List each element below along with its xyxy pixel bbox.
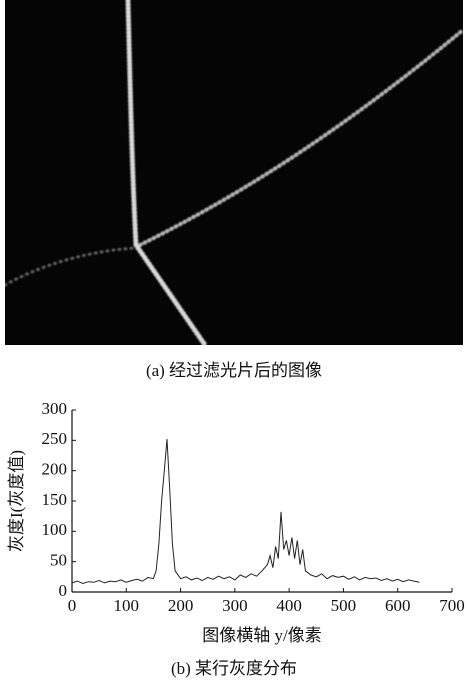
y-tick-label: 300 bbox=[42, 399, 68, 418]
data-line bbox=[71, 439, 420, 585]
x-tick-label: 0 bbox=[68, 596, 77, 615]
y-tick-label: 150 bbox=[42, 490, 68, 509]
y-axis-label: 灰度I(灰度值) bbox=[7, 450, 26, 552]
caption-a: (a) 经过滤光片后的图像 bbox=[146, 361, 322, 380]
y-tick-label: 50 bbox=[50, 551, 67, 570]
x-tick-label: 600 bbox=[385, 596, 411, 615]
x-axis-label: 图像横轴 y/像素 bbox=[202, 626, 321, 645]
x-tick-label: 100 bbox=[114, 596, 140, 615]
speckle-image bbox=[3, 0, 465, 348]
y-tick-label: 250 bbox=[42, 429, 68, 448]
caption-b: (b) 某行灰度分布 bbox=[171, 659, 297, 678]
y-tick-label: 0 bbox=[59, 581, 68, 600]
x-tick-label: 200 bbox=[168, 596, 194, 615]
y-tick-label: 100 bbox=[42, 520, 68, 539]
x-tick-label: 300 bbox=[222, 596, 248, 615]
x-tick-label: 500 bbox=[331, 596, 357, 615]
line-chart: 0 50 100 150 200 250 300 0 100 200 300 400 500 600 700… bbox=[7, 399, 465, 678]
y-tick-label: 200 bbox=[42, 460, 68, 479]
x-tick-label: 400 bbox=[276, 596, 302, 615]
x-tick-label: 700 bbox=[439, 596, 465, 615]
